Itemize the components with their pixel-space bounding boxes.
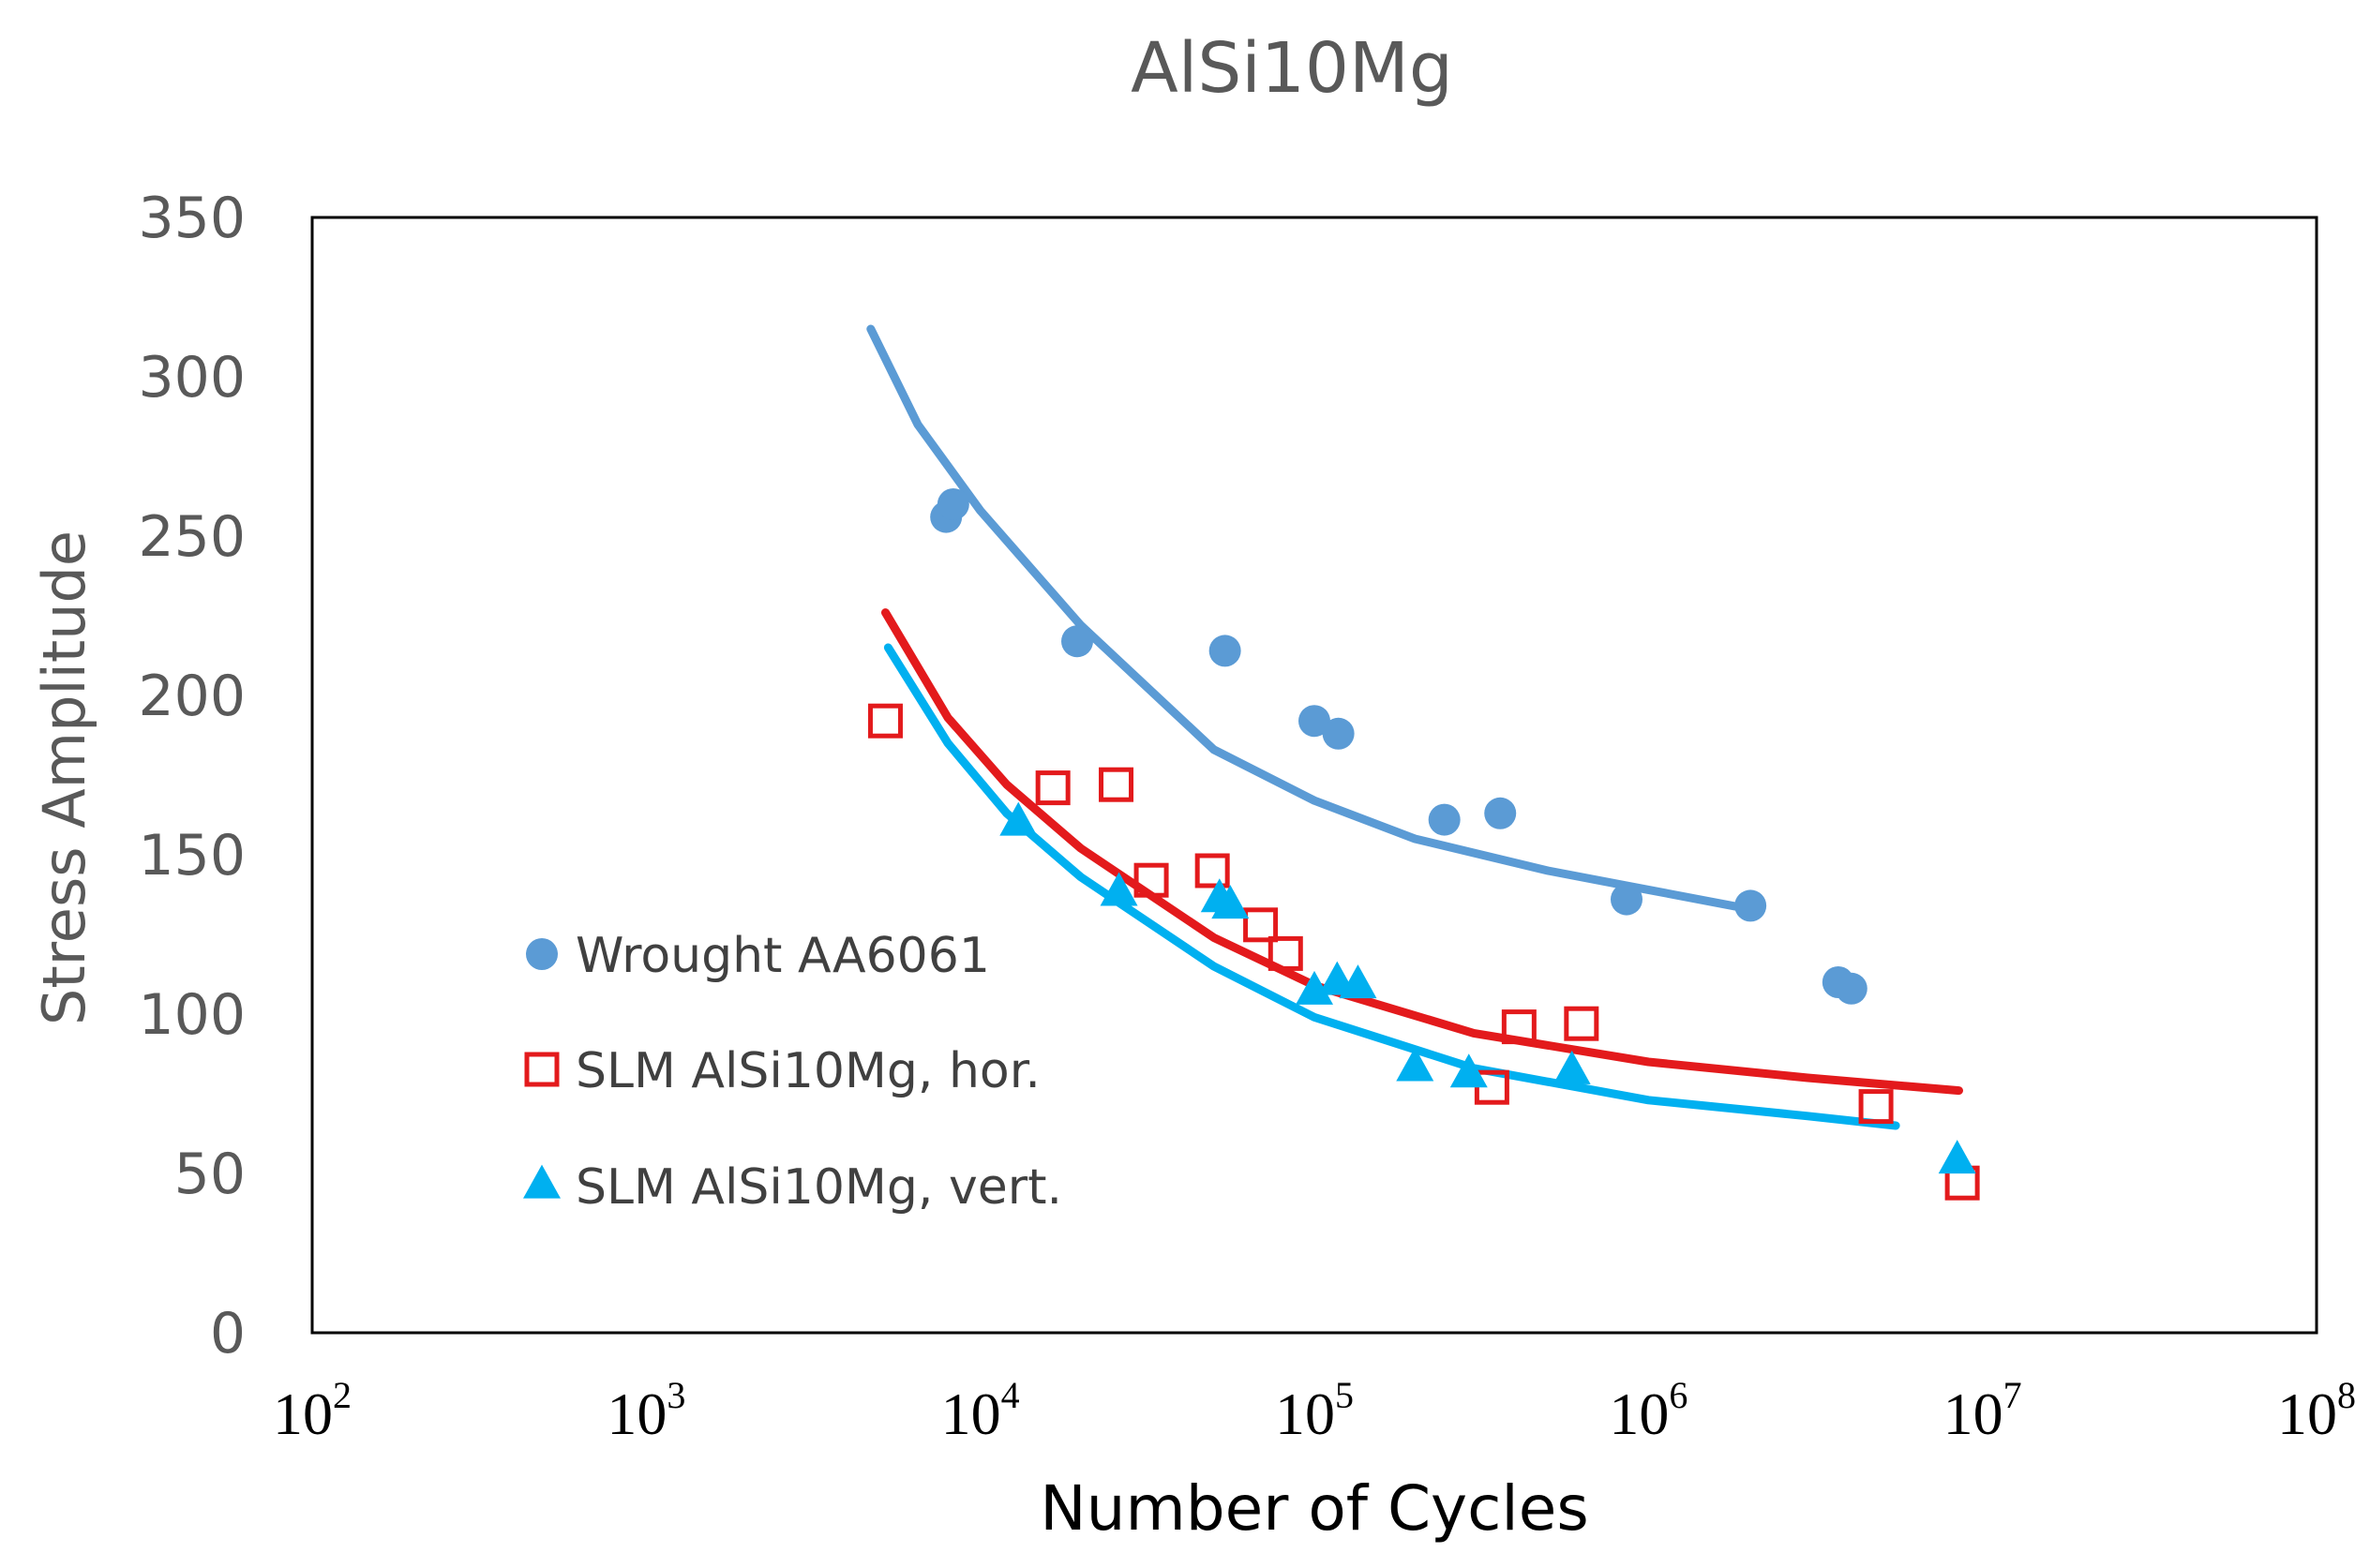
- data-point-circle: [1734, 889, 1767, 922]
- data-point-circle: [1208, 635, 1241, 667]
- data-point-triangle: [1339, 964, 1377, 999]
- data-point-triangle: [1211, 885, 1250, 919]
- legend-label-1: SLM AlSi10Mg, hor.: [576, 1043, 1041, 1099]
- data-point-square-open: [1194, 853, 1230, 889]
- data-point-circle: [1428, 803, 1461, 836]
- data-markers: [867, 488, 1980, 1201]
- y-tick-label: 50: [174, 1142, 246, 1207]
- trend-lines: [866, 324, 1963, 1130]
- data-point-triangle: [1938, 1140, 1976, 1174]
- data-point-circle: [1484, 797, 1517, 829]
- legend: Wrought AA6061 SLM AlSi10Mg, hor. SLM AlSi…: [523, 928, 1062, 1216]
- data-point-square-open: [867, 703, 903, 739]
- x-axis-label: Number of Cycles: [1040, 1472, 1588, 1545]
- chart-title: AlSi10Mg: [1131, 28, 1453, 109]
- data-point-square-open: [1268, 935, 1303, 971]
- x-axis-ticks: 102 103 104 105 106 107 108: [273, 1374, 2356, 1447]
- x-tick-label: 107: [1943, 1374, 2022, 1447]
- data-point-square-open: [1035, 770, 1071, 806]
- data-point-square-open: [1501, 1009, 1537, 1045]
- data-point-circle: [1061, 625, 1094, 658]
- legend-label-2: SLM AlSi10Mg, vert.: [576, 1159, 1062, 1216]
- y-tick-label: 150: [138, 823, 246, 889]
- x-tick-label: 103: [607, 1374, 685, 1447]
- data-point-triangle: [1296, 970, 1333, 1005]
- data-point-triangle: [1449, 1053, 1488, 1088]
- data-point-square-open: [1133, 862, 1169, 898]
- data-point-square-open: [1099, 767, 1134, 802]
- data-point-triangle: [999, 801, 1038, 836]
- legend-marker-0: [526, 938, 558, 970]
- y-tick-label: 250: [138, 504, 246, 570]
- trend-line-1: [881, 608, 1963, 1096]
- data-point-triangle: [1552, 1050, 1591, 1084]
- data-point-square-open: [1243, 907, 1279, 943]
- plot-area-frame: [310, 216, 2318, 1335]
- legend-marker-2: [523, 1164, 561, 1199]
- data-point-triangle: [1396, 1047, 1434, 1082]
- y-tick-label: 300: [138, 345, 246, 411]
- x-tick-label: 108: [2277, 1374, 2356, 1447]
- y-tick-label: 0: [210, 1301, 246, 1366]
- data-point-circle: [937, 488, 969, 520]
- y-axis-ticks: 0 50 100 150 200 250 300 350: [138, 186, 246, 1366]
- data-point-circle: [1322, 717, 1355, 750]
- x-tick-label: 106: [1609, 1374, 1688, 1447]
- x-tick-label: 104: [941, 1374, 1020, 1447]
- legend-marker-1: [524, 1052, 560, 1087]
- trend-line-0: [866, 324, 1754, 914]
- data-point-circle: [1298, 705, 1330, 738]
- y-axis-label: Stress Amplitude: [30, 530, 98, 1025]
- y-tick-label: 350: [138, 186, 246, 251]
- x-tick-label: 105: [1275, 1374, 1354, 1447]
- data-point-circle: [1610, 883, 1642, 916]
- data-point-square-open: [1564, 1006, 1599, 1041]
- data-point-square-open: [1858, 1089, 1894, 1125]
- x-tick-label: 102: [273, 1374, 352, 1447]
- trend-line-2: [883, 643, 1900, 1130]
- data-point-triangle: [1100, 872, 1138, 906]
- y-tick-label: 100: [138, 982, 246, 1048]
- data-point-circle: [1835, 972, 1868, 1005]
- y-tick-label: 200: [138, 664, 246, 729]
- legend-label-0: Wrought AA6061: [576, 928, 990, 984]
